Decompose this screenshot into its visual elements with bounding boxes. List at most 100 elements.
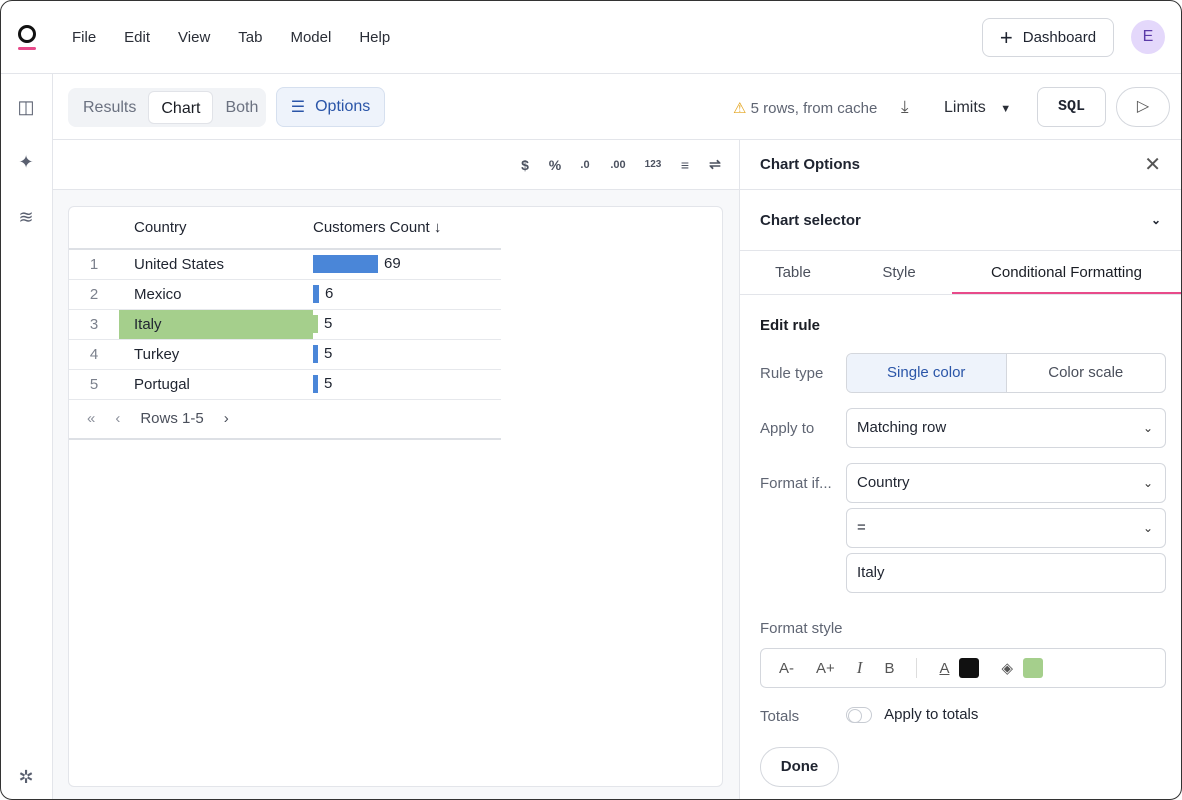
apply-to-label: Apply to [760, 420, 815, 437]
align-icon[interactable]: ≡ [680, 156, 690, 173]
table-row: 3 Italy 5 [69, 309, 501, 340]
tab-table[interactable]: Table [775, 264, 811, 281]
operator-select[interactable]: = ⌄ [846, 508, 1166, 548]
count-cell[interactable]: 5 [313, 309, 501, 340]
toggle-sidebar-icon[interactable]: ◫ [17, 97, 35, 117]
menu-file[interactable]: File [72, 28, 97, 46]
single-color-option[interactable]: Single color [847, 354, 1007, 392]
layers-icon[interactable]: ≋ [18, 207, 34, 227]
options-button[interactable]: ☰ Options [276, 87, 385, 127]
country-cell[interactable]: Italy [119, 309, 313, 340]
format-style-label: Format style [760, 620, 843, 637]
rule-type-toggle: Single color Color scale [846, 353, 1166, 393]
apply-totals-toggle[interactable]: Apply to totals [846, 706, 979, 724]
table-row: 4 Turkey 5 [69, 339, 501, 370]
edit-rule-heading: Edit rule [760, 317, 821, 334]
country-cell[interactable]: Portugal [119, 369, 313, 400]
value-input[interactable]: Italy [846, 553, 1166, 593]
count-bar [313, 255, 378, 274]
percent-icon[interactable]: % [548, 156, 562, 173]
count-value: 5 [324, 374, 333, 392]
plus-icon: + [999, 24, 1013, 50]
prev-page-icon[interactable]: ‹ [115, 410, 121, 427]
format-if-label: Format if... [760, 475, 832, 492]
tab-style[interactable]: Style [882, 264, 916, 281]
download-icon[interactable]: ⤓ [901, 97, 909, 116]
apply-totals-label: Apply to totals [884, 706, 979, 723]
count-bar [313, 375, 318, 394]
dashboard-label: Dashboard [1022, 29, 1097, 46]
sliders-icon: ☰ [290, 99, 306, 116]
warning-icon: ⚠ [733, 100, 747, 117]
row-number: 1 [69, 249, 119, 280]
caret-down-icon: ▼ [1000, 103, 1012, 115]
count-value: 69 [384, 255, 401, 273]
tab-conditional-formatting[interactable]: Conditional Formatting [952, 251, 1181, 294]
chart-selector[interactable]: Chart selector ⌄ [740, 190, 1181, 251]
count-bar [313, 345, 318, 364]
count-cell[interactable]: 5 [313, 339, 501, 370]
italic-button[interactable]: I [856, 658, 863, 677]
row-number: 3 [69, 309, 119, 340]
run-button[interactable]: ▷ [1116, 87, 1170, 127]
wrap-icon[interactable]: ⇌ [709, 156, 721, 172]
menu-view[interactable]: View [178, 28, 211, 46]
color-scale-option[interactable]: Color scale [1048, 364, 1124, 381]
currency-icon[interactable]: $ [521, 156, 529, 173]
tab-both[interactable]: Both [225, 99, 259, 116]
operator-value: = [857, 519, 866, 536]
next-page-icon[interactable]: › [223, 410, 229, 427]
sidebar: ◫ ✦ ≋ ✲ [1, 74, 53, 799]
add-dashboard-button[interactable]: + Dashboard [982, 18, 1114, 57]
number-format-icon[interactable]: 123 [644, 159, 662, 170]
count-cell[interactable]: 5 [313, 369, 501, 400]
country-cell[interactable]: Turkey [119, 339, 313, 370]
country-cell[interactable]: Mexico [119, 279, 313, 310]
count-value: 6 [325, 284, 334, 302]
done-button[interactable]: Done [760, 747, 839, 787]
sql-button[interactable]: SQL [1037, 87, 1106, 127]
decrease-font-button[interactable]: A- [779, 659, 794, 677]
panel-header: Chart Options ✕ [740, 140, 1181, 190]
bug-icon[interactable]: ✲ [18, 767, 34, 787]
chevron-down-icon: ⌄ [1150, 213, 1161, 227]
count-cell[interactable]: 6 [313, 279, 501, 310]
apply-to-select[interactable]: Matching row ⌄ [846, 408, 1166, 448]
close-icon[interactable]: ✕ [1144, 154, 1161, 176]
menu-help[interactable]: Help [359, 28, 391, 46]
results-table: Country Customers Count ↓ 1 United State… [69, 207, 501, 400]
menu-model[interactable]: Model [290, 28, 332, 46]
avatar[interactable]: E [1131, 20, 1165, 54]
increase-font-button[interactable]: A+ [816, 659, 835, 677]
country-cell[interactable]: United States [119, 249, 313, 280]
limits-dropdown[interactable]: Limits ▼ [944, 99, 1011, 117]
tab-chart[interactable]: Chart [148, 91, 214, 124]
app-logo[interactable] [1, 24, 53, 50]
menu-tab[interactable]: Tab [238, 28, 263, 46]
cache-status-text: 5 rows, from cache [750, 100, 878, 117]
bold-button[interactable]: B [884, 659, 895, 677]
top-bar: File Edit View Tab Model Help + Dashboard… [1, 1, 1181, 74]
text-color-icon[interactable]: A [939, 659, 950, 677]
fill-color-icon[interactable]: ◈ [1001, 660, 1014, 677]
fill-color-swatch[interactable] [1023, 658, 1044, 678]
text-color-swatch[interactable] [959, 658, 980, 678]
first-page-icon[interactable]: « [87, 410, 96, 427]
increase-decimals-icon[interactable]: .00 [610, 158, 626, 171]
field-select[interactable]: Country ⌄ [846, 463, 1166, 503]
totals-label: Totals [760, 708, 800, 725]
count-cell[interactable]: 69 [313, 249, 501, 280]
menu-edit[interactable]: Edit [124, 28, 151, 46]
count-bar [313, 285, 319, 304]
column-header-country[interactable]: Country [119, 207, 313, 250]
tab-results[interactable]: Results [83, 99, 137, 116]
decrease-decimals-icon[interactable]: .0 [580, 158, 590, 171]
column-header-customers-count[interactable]: Customers Count ↓ [313, 207, 501, 250]
cache-status: ⚠ 5 rows, from cache [733, 99, 877, 117]
chevron-down-icon: ⌄ [1142, 521, 1153, 535]
sparkles-icon[interactable]: ✦ [18, 152, 34, 172]
pagination: « ‹ Rows 1-5 › [69, 400, 501, 440]
view-toggle: Results Chart Both [68, 88, 266, 127]
play-icon: ▷ [1136, 98, 1150, 115]
toggle-switch[interactable] [846, 707, 872, 724]
